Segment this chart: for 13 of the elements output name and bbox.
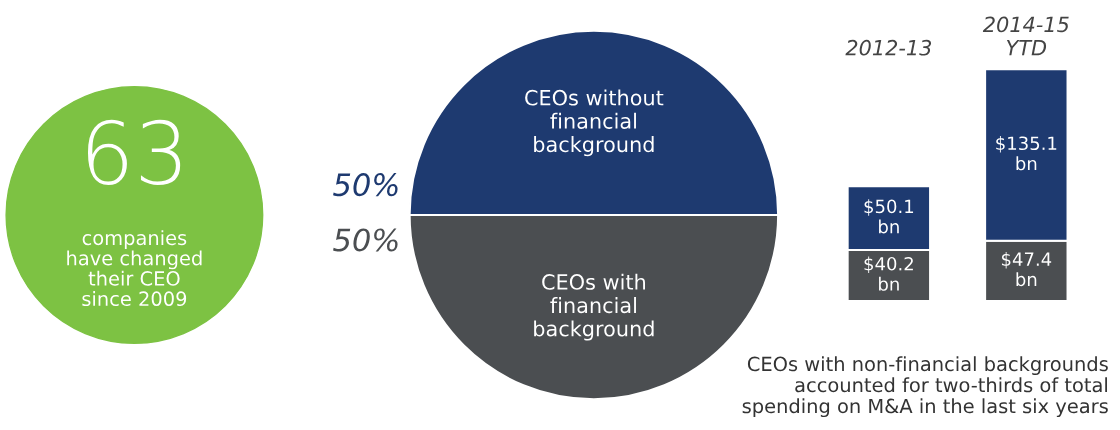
- data-label: 50%: [333, 173, 398, 197]
- text: companies have changed their CEO since 2009: [67, 230, 202, 307]
- data-label: $47.4 bn: [1001, 252, 1052, 287]
- slice-label: CEOs with financial background: [534, 273, 654, 341]
- x-tick-label: 2012-13: [845, 39, 932, 56]
- data-label: 50%: [333, 228, 398, 252]
- data-label: $50.1 bn: [864, 199, 914, 234]
- data-label: $40.2 bn: [864, 256, 913, 291]
- x-tick-label: 2014-15 YTD: [982, 16, 1069, 56]
- data-label: $135.1 bn: [996, 136, 1057, 171]
- slice-label: CEOs without financial background: [525, 89, 664, 157]
- text: 63: [87, 119, 181, 185]
- text: CEOs with non-financial backgrounds accounted for two-thirds of total spending on M&A in the last six years: [742, 356, 1108, 418]
